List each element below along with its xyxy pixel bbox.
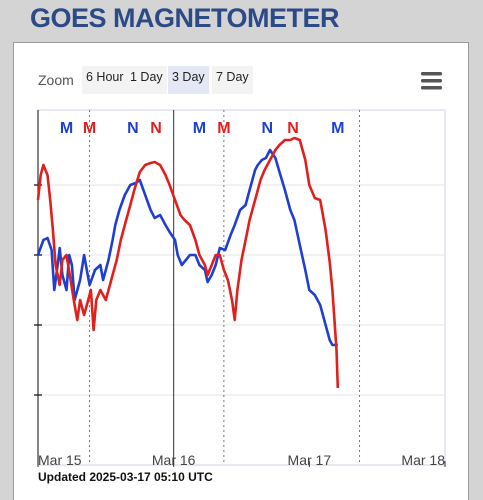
menu-button[interactable]: [421, 72, 443, 90]
x-tick-label: Mar 17: [288, 452, 332, 468]
plot-area: [37, 109, 446, 466]
annotation: N: [127, 120, 139, 137]
annotation: N: [150, 120, 162, 137]
annotation: M: [331, 120, 344, 137]
data-line: [36, 148, 338, 347]
menu-bar: [421, 72, 442, 76]
annotation: M: [83, 120, 96, 137]
zoom-label: Zoom: [38, 72, 74, 88]
updated-time: Updated 2025-03-17 05:10 UTC: [38, 470, 213, 484]
annotation: N: [287, 120, 299, 137]
annotation: M: [217, 120, 230, 137]
annotation: M: [193, 120, 206, 137]
page-title: GOES MAGNETOMETER: [30, 3, 340, 33]
zoom-button[interactable]: 3 Day: [168, 66, 209, 94]
zoom-button[interactable]: 7 Day: [212, 66, 253, 94]
x-tick-label: Mar 15: [38, 452, 82, 468]
zoom-button[interactable]: 6 Hour: [82, 66, 128, 94]
x-tick-label: Mar 16: [152, 452, 196, 468]
zoom-button[interactable]: 1 Day: [126, 66, 167, 94]
data-line: [36, 136, 340, 389]
annotation: M: [60, 120, 73, 137]
annotation: N: [261, 120, 273, 137]
menu-bar: [421, 86, 442, 90]
menu-bar: [421, 79, 442, 83]
x-tick-label: Mar 18: [401, 452, 445, 468]
